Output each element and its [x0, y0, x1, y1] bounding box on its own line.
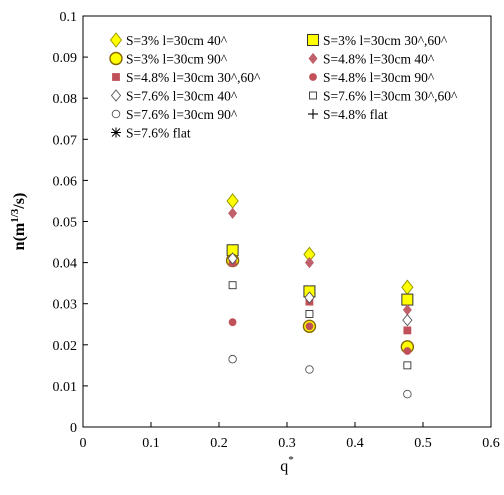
data-point-series-3 — [304, 256, 314, 269]
data-point-series-3 — [228, 207, 238, 219]
legend-label: S=4.8% l=30cm 40^ — [323, 52, 435, 67]
x-axis: 0 0.1 0.2 0.3 0.4 0.5 0.6 — [80, 422, 500, 451]
data-point-series-7 — [305, 310, 314, 318]
data-point-series-5 — [403, 347, 412, 355]
data-point-series-3 — [402, 304, 412, 316]
legend-label: S=4.8% l=30cm 90^ — [323, 70, 435, 85]
legend-marker — [111, 127, 121, 138]
legend: S=3% l=30cm 40^ S=3% l=30cm 30^,60^ S=3% l… — [109, 32, 458, 141]
legend-label: S=7.6% l=30cm 90^ — [126, 107, 238, 122]
data-point-series-6 — [304, 291, 315, 304]
legend-label: S=3% l=30cm 30^,60^ — [323, 33, 448, 48]
x-tick-label: 0.4 — [346, 436, 364, 451]
x-tick-label: 0.1 — [142, 436, 160, 451]
data-point-series-8 — [403, 389, 412, 399]
legend-label: S=7.6% flat — [126, 126, 191, 141]
legend-marker — [109, 32, 123, 48]
data-point-series-6 — [227, 252, 238, 265]
star-stroke — [111, 128, 121, 137]
legend-label: S=3% l=30cm 40^ — [126, 33, 228, 48]
y-tick-label: 0.09 — [53, 51, 78, 66]
data-point-series-8 — [305, 365, 314, 374]
y-axis-label-main: n(m — [11, 222, 28, 250]
data-point-series-0 — [226, 193, 239, 209]
y-tick-label: 0.02 — [53, 339, 78, 354]
legend-marker — [109, 51, 123, 66]
data-point-series-8 — [228, 354, 237, 364]
x-tick-label: 0.2 — [210, 436, 228, 451]
data-point-series-0 — [401, 279, 414, 296]
legend-marker — [111, 109, 121, 119]
x-axis-label-main: q — [280, 458, 288, 475]
y-tick-label: 0 — [70, 421, 77, 436]
y-axis: 0 0.01 0.02 0.03 0.04 0.05 0.06 0.07 0.08 0.09 0.1 — [53, 10, 88, 436]
y-tick-label: 0.07 — [53, 133, 78, 148]
y-axis-label: n(m1/3/s) — [9, 193, 28, 251]
legend-marker — [307, 34, 319, 46]
legend-marker — [308, 109, 318, 119]
legend-marker — [309, 73, 317, 81]
y-tick-label: 0.06 — [53, 174, 78, 189]
legend-marker — [112, 73, 120, 81]
legend-label: S=7.6% l=30cm 30^,60^ — [323, 89, 458, 104]
data-point-series-6 — [402, 313, 413, 327]
legend-label: S=7.6% l=30cm 40^ — [126, 89, 238, 104]
x-tick-label: 0.5 — [414, 436, 432, 451]
data-point-series-5 — [228, 318, 237, 327]
x-tick-label: 0 — [80, 436, 87, 451]
data-point-series-7 — [403, 361, 412, 370]
x-axis-label: q* — [280, 454, 294, 475]
legend-label: S=3% l=30cm 90^ — [126, 52, 228, 67]
y-tick-label: 0.08 — [53, 92, 78, 107]
y-tick-label: 0.1 — [60, 10, 78, 25]
data-point-series-5 — [305, 322, 314, 331]
data-point-series-4 — [403, 326, 412, 335]
x-tick-label: 0.3 — [278, 436, 296, 451]
y-tick-label: 0.01 — [53, 380, 78, 395]
data-point-series-1 — [401, 293, 414, 306]
y-tick-label: 0.03 — [53, 298, 78, 313]
y-tick-label: 0.04 — [53, 257, 78, 272]
legend-marker — [308, 52, 318, 65]
legend-marker — [110, 89, 122, 102]
legend-label: S=4.8% flat — [323, 107, 388, 122]
legend-marker — [309, 91, 317, 100]
data-point-series-7 — [228, 281, 237, 290]
data-points — [225, 193, 415, 399]
y-axis-label-end: /s) — [11, 193, 28, 210]
x-axis-label-superscript: * — [288, 454, 294, 466]
x-tick-label: 0.6 — [482, 436, 500, 451]
y-axis-label-superscript: 1/3 — [9, 208, 21, 223]
legend-label: S=4.8% l=30cm 30^,60^ — [126, 70, 261, 85]
y-tick-label: 0.05 — [53, 216, 78, 231]
